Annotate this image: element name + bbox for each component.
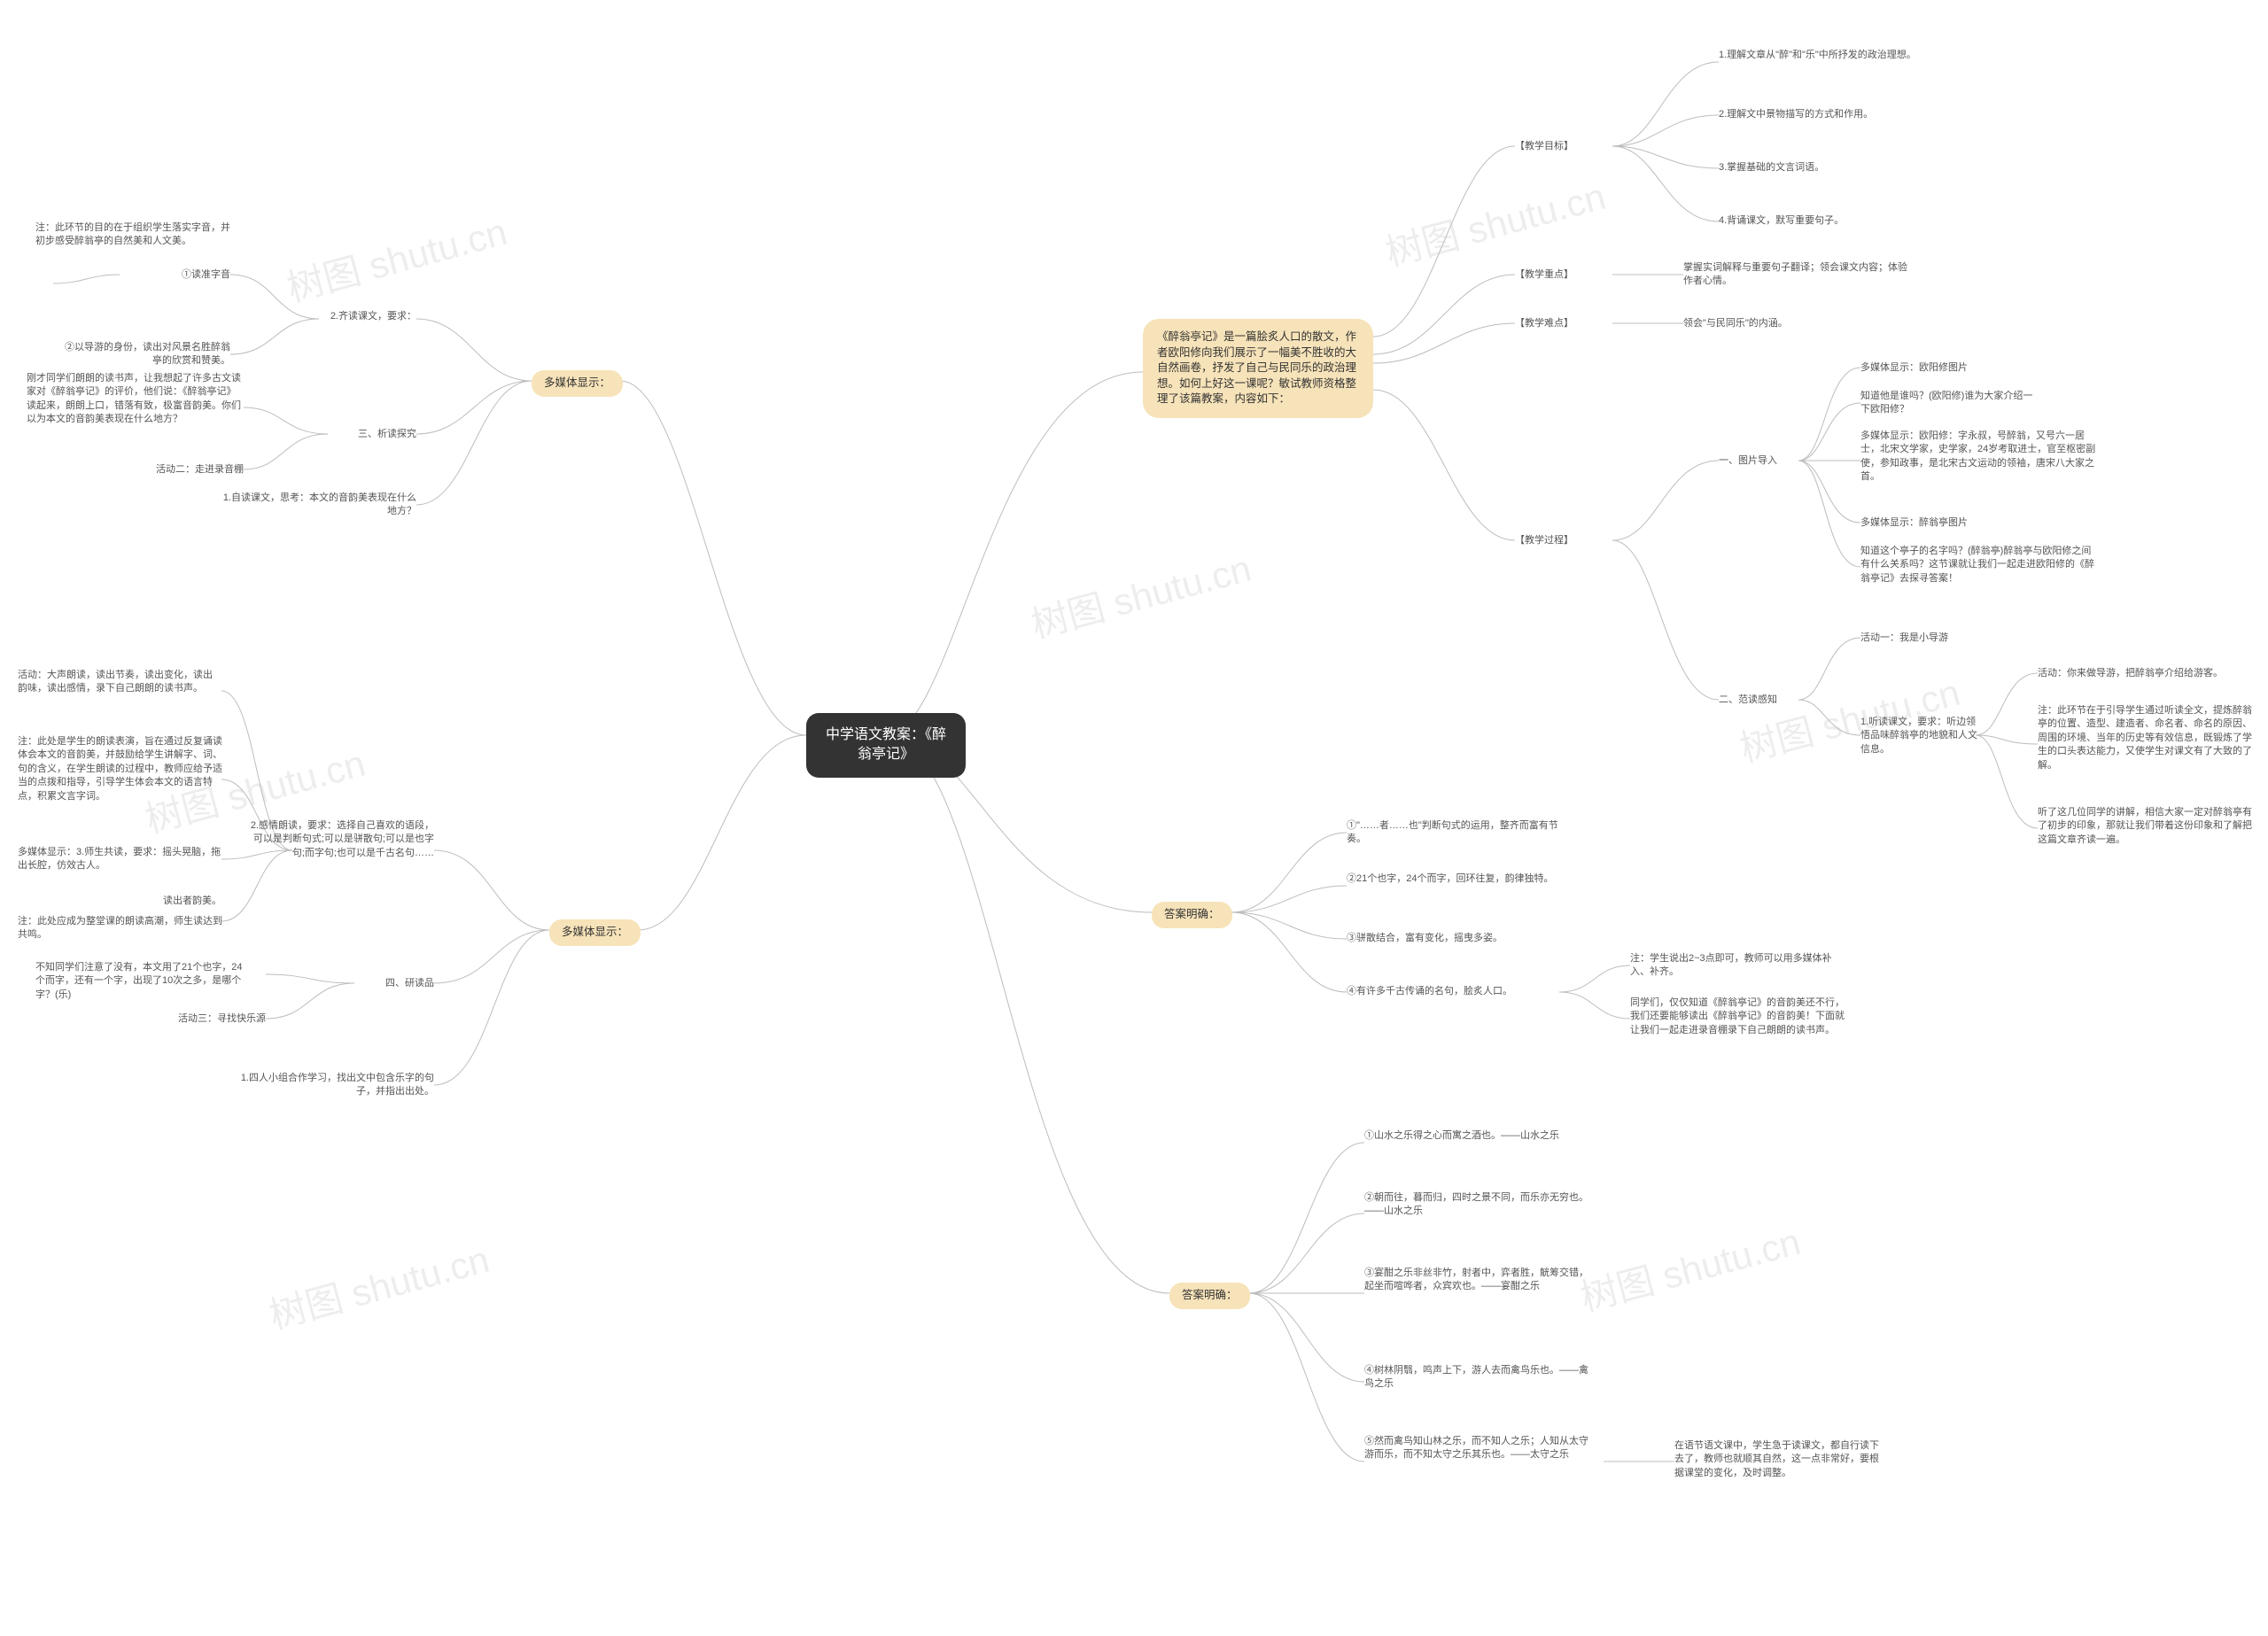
mindmap-root: 中学语文教案：《醉翁亭记》 xyxy=(806,713,966,778)
process-model-activity: 活动一：我是小导游 xyxy=(1860,632,1948,645)
answer1-item: ④有许多千古传诵的名句，脍炙人口。 xyxy=(1347,985,1512,998)
process-label: 【教学过程】 xyxy=(1515,534,1573,547)
process-model-label: 二、范读感知 xyxy=(1719,694,1777,707)
media2-b4-text: 不知同学们注意了没有，本文用了21个也字，24个而字，还有一个字，出现了10次之… xyxy=(35,961,248,1002)
media2-b2-note: 注：此处应成为整堂课的朗读高潮，师生读达到共鸣。 xyxy=(18,915,230,942)
media2-label: 多媒体显示： xyxy=(549,919,641,946)
media1-b2-item: ①读准字音 xyxy=(133,268,230,282)
media1-b1: 1.自读课文，思考：本文的音韵美表现在什么地方？ xyxy=(221,492,416,519)
process-img-item: 多媒体显示：欧阳修图片 xyxy=(1860,361,1968,375)
media1-b2-note: 注：此环节的目的在于组织学生落实字音，并初步感受醉翁亭的自然美和人文美。 xyxy=(35,221,239,249)
process-model-sub-item: 注：此环节在于引导学生通过听读全文，提炼醉翁亭的位置、造型、建造者、命名者、命名… xyxy=(2038,704,2259,772)
media2-b2-item: 多媒体显示：3.师生共读，要求：摇头晃脑，拖出长腔，仿效古人。 xyxy=(18,846,221,873)
intro-bubble: 《醉翁亭记》是一篇脍炙人口的散文，作者欧阳修向我们展示了一幅美不胜收的大自然画卷… xyxy=(1143,319,1373,418)
answer2-item: ⑤然而禽鸟知山林之乐，而不知人之乐；人知从太守游而乐，而不知太守之乐其乐也。——… xyxy=(1364,1435,1595,1462)
process-img-item: 多媒体显示：醉翁亭图片 xyxy=(1860,516,1968,530)
process-img-item: 多媒体显示：欧阳修：字永叔，号醉翁，又号六一居士，北宋文学家，史学家，24岁考取… xyxy=(1860,430,2100,485)
objective-item: 4.背诵课文，默写重要句子。 xyxy=(1719,214,1844,228)
media2-b1: 1.四人小组合作学习，找出文中包含乐字的句子，并指出出处。 xyxy=(221,1072,434,1099)
watermark: 树图 shutu.cn xyxy=(1573,1212,1806,1322)
answer2-item: ③宴酣之乐非丝非竹，射者中，弈者胜，觥筹交错，起坐而喧哗者，众宾欢也。——宴酣之… xyxy=(1364,1267,1595,1294)
media1-b3-label: 三、析读探究 xyxy=(328,428,416,441)
answer1-item: ①"……者……也"判断句式的运用，整齐而富有节奏。 xyxy=(1347,819,1577,847)
process-model-sub-label: 1.听读课文，要求：听边领悟品味醉翁亭的地貌和人文信息。 xyxy=(1860,716,1984,756)
process-img-item: 知道这个亭子的名字吗？(醉翁亭)醉翁亭与欧阳修之间有什么关系吗？这节课就让我们一… xyxy=(1860,545,2100,585)
media2-b4-activity: 活动三：寻找快乐源 xyxy=(133,1012,266,1026)
answer1-note: 同学们，仅仅知道《醉翁亭记》的音韵美还不行，我们还要能够读出《醉翁亭记》的音韵美… xyxy=(1630,996,1852,1037)
watermark: 树图 shutu.cn xyxy=(1024,539,1256,649)
media2-b2-label: 2.感情朗读，要求：选择自己喜欢的语段，可以是判断句式;可以是骈散句;可以是也字… xyxy=(248,819,434,860)
media1-b2-label: 2.齐读课文，要求： xyxy=(301,310,416,323)
media1-b3-activity: 活动二：走进录音棚 xyxy=(133,463,244,477)
difficulty-label: 【教学难点】 xyxy=(1515,317,1573,330)
difficulty-text: 领会"与民同乐"的内涵。 xyxy=(1683,317,1788,330)
media2-b2-item: 活动：大声朗读，读出节奏，读出变化，读出韵味，读出感情，录下自己朗朗的读书声。 xyxy=(18,669,221,696)
answer1-item: ③骈散结合，富有变化，摇曳多姿。 xyxy=(1347,932,1503,945)
process-model-sub-item: 听了这几位同学的讲解，相信大家一定对醉翁亭有了初步的印象，那就让我们带着这份印象… xyxy=(2038,806,2259,847)
answer2-label: 答案明确： xyxy=(1169,1283,1250,1309)
objective-item: 3.掌握基础的文言词语。 xyxy=(1719,161,1824,174)
media2-b4-label: 四、研读品 xyxy=(354,977,434,990)
answer1-item: ②21个也字，24个而字，回环往复，韵律独特。 xyxy=(1347,872,1553,886)
media2-b2-note: 注：此处是学生的朗读表演，旨在通过反复诵读体会本文的音韵美，并鼓励给学生讲解字、… xyxy=(18,735,230,803)
answer1-label: 答案明确： xyxy=(1152,902,1232,928)
answer2-item: ①山水之乐得之心而寓之酒也。——山水之乐 xyxy=(1364,1129,1559,1143)
media1-b3-text: 刚才同学们朗朗的读书声，让我想起了许多古文读家对《醉翁亭记》的评价，他们说：《醉… xyxy=(27,372,244,427)
watermark: 树图 shutu.cn xyxy=(1379,167,1611,277)
answer2-note: 在语节语文课中，学生急于读课文，都自行读下去了，教师也就顺其自然，这一点非常好，… xyxy=(1674,1439,1887,1480)
focus-label: 【教学重点】 xyxy=(1515,268,1573,282)
media2-b2-item: 读出者韵美。 xyxy=(133,895,221,908)
mindmap-edges xyxy=(0,0,2268,1636)
watermark: 树图 shutu.cn xyxy=(280,202,512,313)
objective-item: 2.理解文中景物描写的方式和作用。 xyxy=(1719,108,1873,121)
objective-item: 1.理解文章从"醉"和"乐"中所抒发的政治理想。 xyxy=(1719,49,1916,62)
media1-b2-item: ②以导游的身份，读出对风景名胜醉翁亭的欣赏和赞美。 xyxy=(62,341,230,368)
watermark: 树图 shutu.cn xyxy=(262,1229,494,1340)
answer2-item: ④树林阴翳，鸣声上下，游人去而禽鸟乐也。——禽鸟之乐 xyxy=(1364,1364,1595,1392)
process-model-sub-item: 活动：你来做导游，把醉翁亭介绍给游客。 xyxy=(2038,667,2223,680)
process-img-label: 一、图片导入 xyxy=(1719,454,1777,468)
answer1-note: 注：学生说出2~3点即可，教师可以用多媒体补入、补齐。 xyxy=(1630,952,1843,980)
process-img-item: 知道他是谁吗？(欧阳修)谁为大家介绍一下欧阳修？ xyxy=(1860,390,2038,417)
media1-label: 多媒体显示： xyxy=(532,370,623,397)
answer2-item: ②朝而往，暮而归，四时之景不同，而乐亦无穷也。——山水之乐 xyxy=(1364,1191,1595,1219)
objectives-label: 【教学目标】 xyxy=(1515,140,1573,153)
focus-text: 掌握实词解释与重要句子翻译；领会课文内容；体验作者心情。 xyxy=(1683,261,1914,289)
